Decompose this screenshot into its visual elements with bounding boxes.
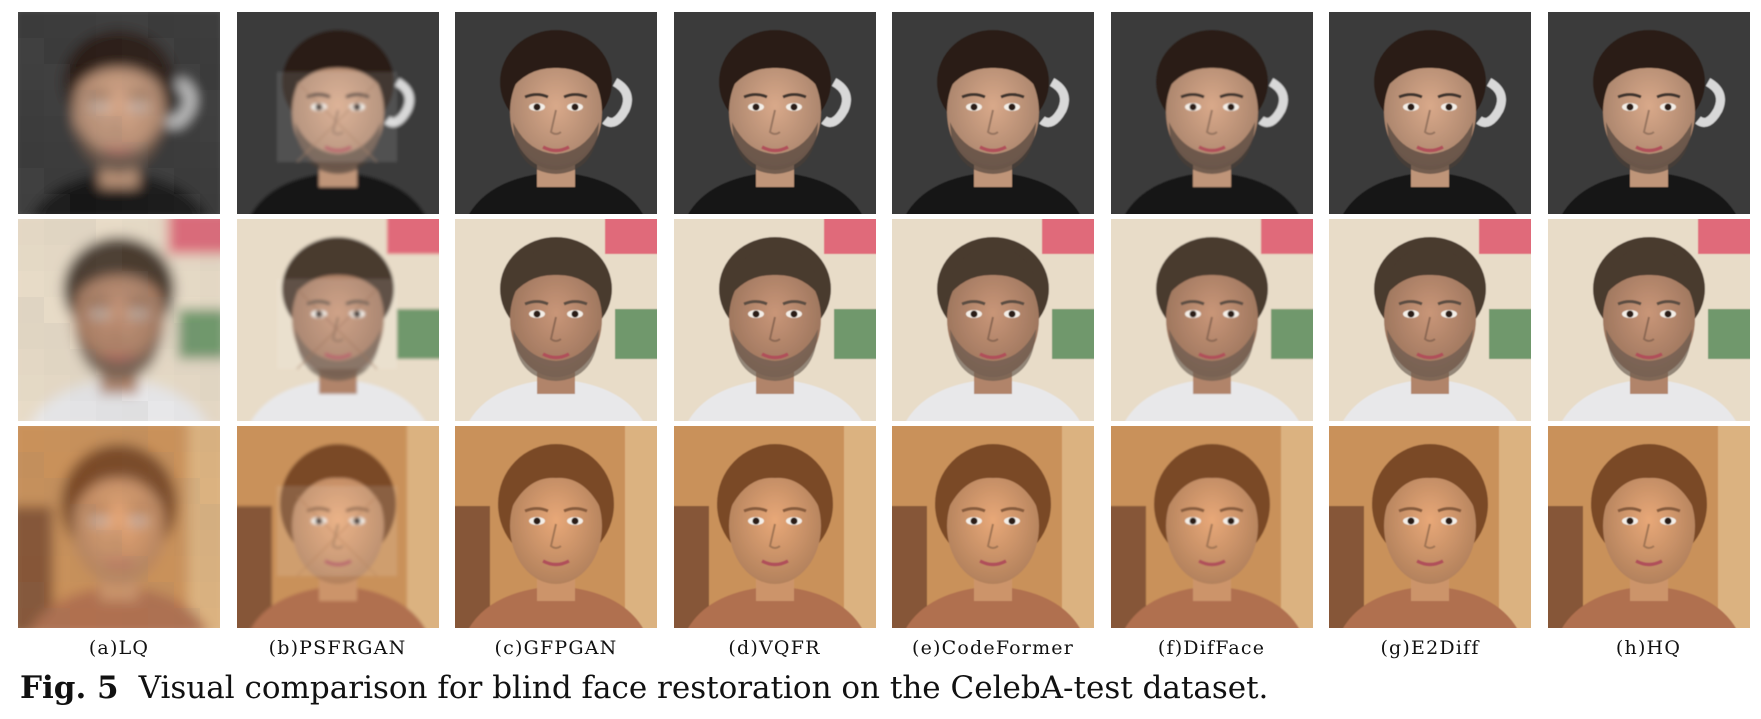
grid-image-cell bbox=[673, 219, 876, 421]
face-image bbox=[18, 426, 220, 628]
grid-image-cell bbox=[1329, 12, 1531, 214]
grid-image-cell bbox=[236, 426, 439, 628]
grid-image-cell bbox=[1110, 426, 1313, 628]
grid-image-cell bbox=[236, 12, 439, 214]
face-image bbox=[236, 219, 439, 421]
grid-image-cell bbox=[1110, 12, 1313, 214]
grid-image-cell bbox=[18, 12, 220, 214]
face-image bbox=[1547, 426, 1750, 628]
grid-image-cell bbox=[673, 426, 876, 628]
grid-image-cell bbox=[236, 219, 439, 421]
face-image bbox=[892, 12, 1094, 214]
grid-image-cell bbox=[18, 219, 220, 421]
caption-id: Fig. 5 bbox=[20, 670, 119, 706]
grid-image-cell bbox=[18, 426, 220, 628]
grid-image-cell bbox=[1329, 219, 1531, 421]
column-labels: (a)LQ (b)PSFRGAN (c)GFPGAN (d)VQFR (e)CodeFo… bbox=[18, 634, 1743, 662]
grid-image-cell bbox=[1547, 12, 1750, 214]
face-image bbox=[673, 12, 876, 214]
face-image bbox=[892, 426, 1094, 628]
face-image bbox=[1110, 219, 1313, 421]
face-image bbox=[455, 426, 657, 628]
grid-image-cell bbox=[1110, 219, 1313, 421]
face-image bbox=[1110, 426, 1313, 628]
figure-caption: Fig. 5 Visual comparison for blind face r… bbox=[20, 668, 1268, 708]
face-image bbox=[1329, 219, 1531, 421]
grid-image-cell bbox=[892, 12, 1094, 214]
image-grid bbox=[18, 12, 1750, 628]
face-image bbox=[455, 219, 657, 421]
column-label: (e)CodeFormer bbox=[911, 637, 1075, 659]
grid-image-cell bbox=[892, 219, 1094, 421]
face-image bbox=[673, 426, 876, 628]
face-image bbox=[18, 12, 220, 214]
column-label: (b)PSFRGAN bbox=[268, 637, 407, 659]
grid-image-cell bbox=[673, 12, 876, 214]
grid-image-cell bbox=[1547, 219, 1750, 421]
face-image bbox=[673, 219, 876, 421]
column-label: (f)DifFace bbox=[1157, 637, 1266, 659]
figure: (a)LQ (b)PSFRGAN (c)GFPGAN (d)VQFR (e)CodeFo… bbox=[18, 12, 1750, 662]
face-image bbox=[236, 426, 439, 628]
face-image bbox=[1329, 426, 1531, 628]
grid-image-cell bbox=[1547, 426, 1750, 628]
column-label: (a)LQ bbox=[88, 637, 150, 659]
face-image bbox=[1547, 12, 1750, 214]
face-image bbox=[455, 12, 657, 214]
grid-image-cell bbox=[1329, 426, 1531, 628]
face-image bbox=[892, 219, 1094, 421]
caption-text: Visual comparison for blind face restora… bbox=[138, 670, 1269, 706]
grid-image-cell bbox=[455, 12, 657, 214]
face-image bbox=[1547, 219, 1750, 421]
column-label: (d)VQFR bbox=[728, 637, 821, 659]
column-label: (c)GFPGAN bbox=[494, 637, 618, 659]
grid-image-cell bbox=[455, 219, 657, 421]
face-image bbox=[1110, 12, 1313, 214]
face-image bbox=[18, 219, 220, 421]
grid-image-cell bbox=[455, 426, 657, 628]
face-image bbox=[236, 12, 439, 214]
grid-image-cell bbox=[892, 426, 1094, 628]
column-label: (h)HQ bbox=[1615, 637, 1682, 659]
face-image bbox=[1329, 12, 1531, 214]
column-label: (g)E2Diff bbox=[1380, 637, 1480, 659]
